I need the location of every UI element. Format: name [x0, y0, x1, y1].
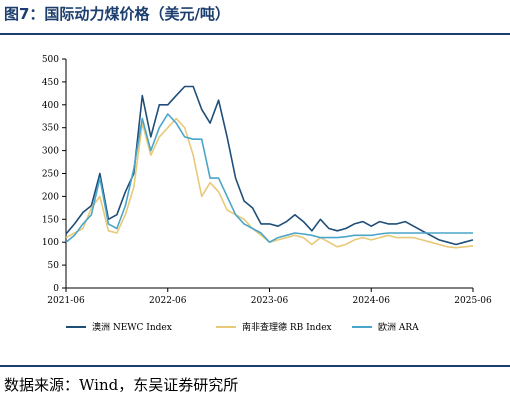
legend-label-ara: 欧洲 ARA — [378, 321, 419, 333]
y-tick-label: 450 — [42, 78, 59, 88]
figure-title: 图7：国际动力煤价格（美元/吨） — [4, 5, 230, 23]
y-tick-label: 100 — [42, 238, 59, 248]
y-tick-label: 400 — [42, 101, 59, 111]
legend-label-newc: 澳洲 NEWC Index — [92, 321, 172, 333]
x-tick-label: 2021-06 — [47, 296, 85, 306]
y-tick-label: 200 — [42, 192, 59, 202]
x-tick-label: 2022-06 — [149, 296, 187, 306]
x-tick-label: 2023-06 — [251, 296, 289, 306]
y-tick-label: 150 — [42, 215, 59, 225]
y-tick-label: 250 — [42, 170, 59, 180]
y-tick-label: 300 — [42, 147, 59, 157]
source-rule — [0, 365, 510, 367]
y-tick-label: 350 — [42, 124, 59, 134]
series-line-newc — [65, 85, 474, 246]
series-line-rb — [65, 117, 474, 249]
x-tick-label: 2025-06 — [454, 296, 492, 306]
title-rule — [0, 33, 510, 35]
y-tick-label: 50 — [48, 261, 60, 271]
legend-label-rb: 南非查理德 RB Index — [242, 321, 332, 333]
x-axis: 2021-06 2022-06 2023-06 2024-06 2025-06 — [47, 287, 492, 306]
series-line-ara — [65, 113, 473, 243]
legend: 澳洲 NEWC Index 南非查理德 RB Index 欧洲 ARA — [66, 321, 419, 333]
data-source: 数据来源：Wind，东吴证券研究所 — [4, 376, 239, 394]
series-layer — [65, 85, 474, 249]
x-tick-label: 2024-06 — [353, 296, 391, 306]
y-tick-label: 500 — [42, 55, 59, 65]
y-axis: 0 50 100 150 200 250 300 350 400 450 500 — [42, 55, 67, 294]
y-tick-label: 0 — [53, 284, 59, 294]
